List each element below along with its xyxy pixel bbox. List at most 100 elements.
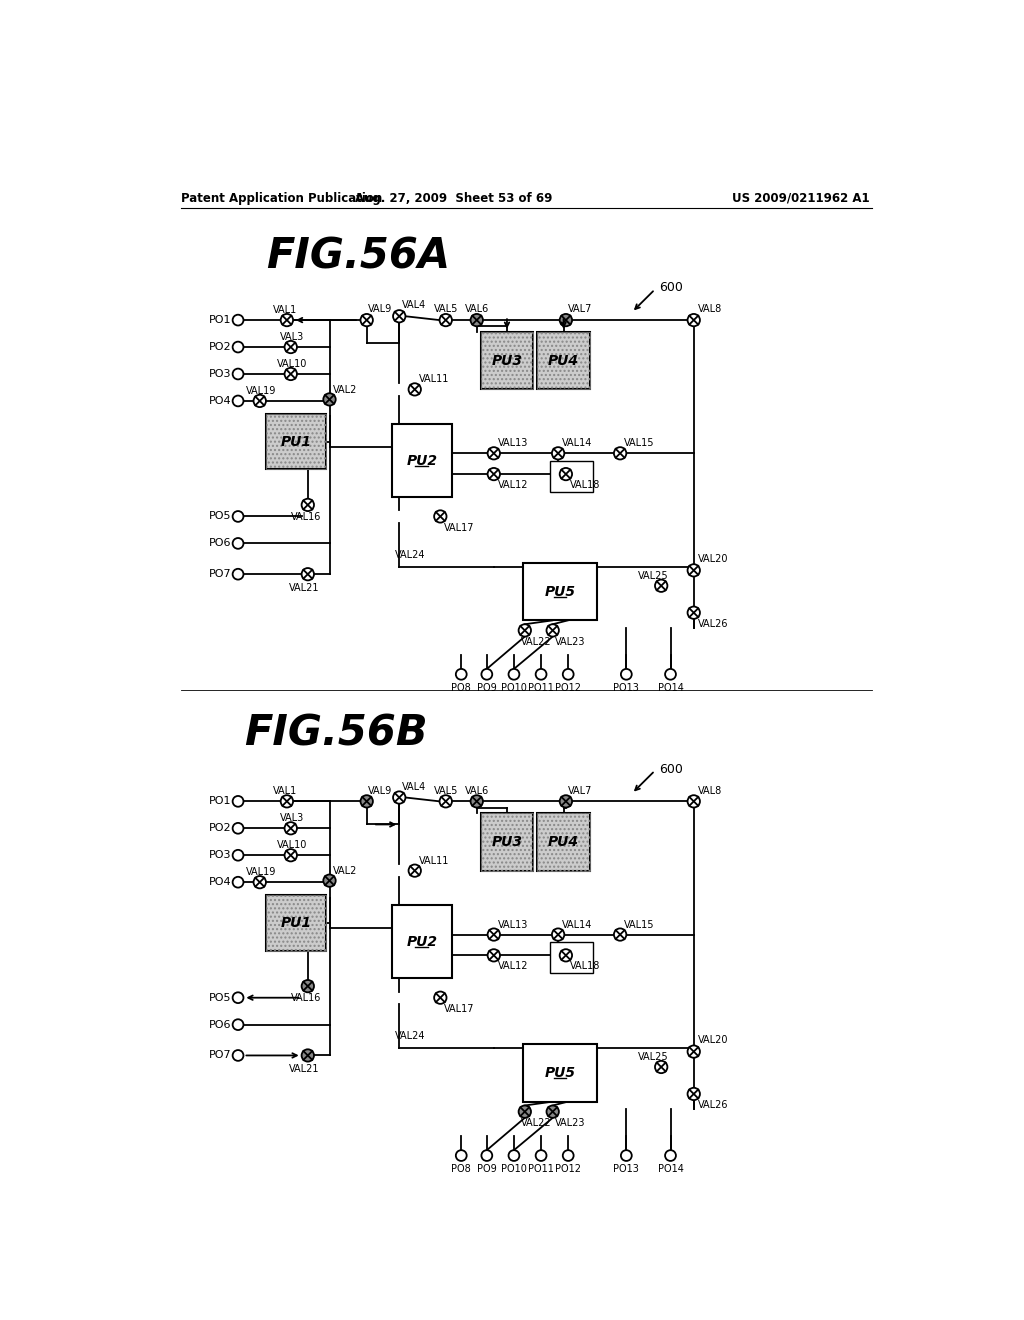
Circle shape (655, 579, 668, 591)
Text: PO6: PO6 (209, 1019, 231, 1030)
Circle shape (518, 1105, 531, 1118)
Bar (266, 895, 327, 950)
Circle shape (509, 669, 519, 680)
Text: PO12: PO12 (555, 684, 582, 693)
Circle shape (487, 949, 500, 961)
Text: PO13: PO13 (613, 1164, 639, 1175)
Text: PU1: PU1 (281, 434, 311, 449)
Circle shape (560, 949, 572, 961)
Text: PO7: PO7 (209, 569, 231, 579)
Text: VAL8: VAL8 (697, 305, 722, 314)
Text: VAL13: VAL13 (498, 920, 528, 929)
Circle shape (665, 1150, 676, 1162)
Circle shape (232, 1051, 244, 1061)
Circle shape (360, 314, 373, 326)
Circle shape (232, 396, 244, 407)
Circle shape (232, 1019, 244, 1030)
Text: VAL19: VAL19 (246, 867, 276, 878)
Text: PU5: PU5 (545, 1065, 575, 1080)
Text: VAL9: VAL9 (369, 305, 392, 314)
Circle shape (552, 447, 564, 459)
Text: PO6: PO6 (209, 539, 231, 548)
Text: VAL1: VAL1 (272, 787, 297, 796)
Text: VAL11: VAL11 (419, 375, 449, 384)
Circle shape (687, 1088, 700, 1100)
Circle shape (281, 314, 293, 326)
Text: PU2: PU2 (407, 935, 437, 949)
Text: VAL23: VAL23 (555, 1118, 586, 1129)
Text: VAL6: VAL6 (465, 305, 488, 314)
Text: VAL5: VAL5 (433, 785, 458, 796)
Circle shape (324, 874, 336, 887)
Circle shape (536, 669, 547, 680)
Text: PU4: PU4 (548, 834, 579, 849)
Text: VAL20: VAL20 (697, 1035, 728, 1045)
Text: PO7: PO7 (209, 1051, 231, 1060)
Text: PO10: PO10 (501, 684, 527, 693)
Circle shape (563, 669, 573, 680)
Circle shape (302, 499, 314, 511)
Circle shape (285, 341, 297, 354)
Text: VAL7: VAL7 (568, 305, 593, 314)
Circle shape (324, 393, 336, 405)
Circle shape (393, 792, 406, 804)
Text: Aug. 27, 2009  Sheet 53 of 69: Aug. 27, 2009 Sheet 53 of 69 (354, 191, 552, 205)
Bar (266, 414, 327, 470)
Circle shape (614, 928, 627, 941)
Circle shape (360, 795, 373, 808)
Text: PO11: PO11 (528, 684, 554, 693)
Text: VAL18: VAL18 (569, 961, 600, 972)
Circle shape (302, 979, 314, 993)
Circle shape (232, 511, 244, 521)
Text: PO5: PO5 (209, 993, 231, 1003)
Bar (523, 562, 597, 620)
Bar (266, 414, 327, 470)
Circle shape (439, 795, 452, 808)
Text: VAL1: VAL1 (272, 305, 297, 315)
Circle shape (285, 849, 297, 862)
Text: VAL16: VAL16 (291, 994, 322, 1003)
Text: VAL17: VAL17 (444, 523, 475, 533)
Text: PU4: PU4 (548, 354, 579, 367)
Circle shape (481, 1150, 493, 1162)
Text: VAL3: VAL3 (281, 813, 304, 824)
Text: VAL21: VAL21 (289, 1064, 319, 1074)
Circle shape (232, 539, 244, 549)
Circle shape (687, 607, 700, 619)
Bar (391, 906, 452, 978)
Text: VAL18: VAL18 (569, 480, 600, 490)
Bar (550, 461, 593, 492)
Text: VAL26: VAL26 (697, 1101, 728, 1110)
Circle shape (434, 991, 446, 1005)
Text: FIG.56B: FIG.56B (245, 713, 428, 755)
Bar (391, 424, 452, 498)
Circle shape (409, 865, 421, 876)
Text: PO14: PO14 (657, 684, 683, 693)
Bar (550, 942, 593, 973)
Text: VAL11: VAL11 (419, 855, 449, 866)
Text: VAL2: VAL2 (334, 385, 357, 395)
Text: PO3: PO3 (209, 370, 231, 379)
Circle shape (254, 876, 266, 888)
Circle shape (487, 928, 500, 941)
Text: PU3: PU3 (492, 834, 522, 849)
Circle shape (655, 1061, 668, 1073)
Circle shape (232, 368, 244, 379)
Circle shape (547, 1105, 559, 1118)
Text: PU3: PU3 (492, 354, 522, 367)
Circle shape (471, 795, 483, 808)
Circle shape (687, 1045, 700, 1057)
Circle shape (687, 564, 700, 577)
Bar (480, 813, 534, 871)
Circle shape (232, 876, 244, 887)
Circle shape (232, 342, 244, 352)
Circle shape (509, 1150, 519, 1162)
Circle shape (409, 383, 421, 396)
Text: VAL23: VAL23 (555, 638, 586, 647)
Text: VAL13: VAL13 (498, 438, 528, 449)
Text: VAL22: VAL22 (521, 1118, 552, 1129)
Text: US 2009/0211962 A1: US 2009/0211962 A1 (732, 191, 870, 205)
Circle shape (471, 314, 483, 326)
Text: VAL4: VAL4 (401, 301, 426, 310)
Text: VAL14: VAL14 (562, 920, 592, 929)
